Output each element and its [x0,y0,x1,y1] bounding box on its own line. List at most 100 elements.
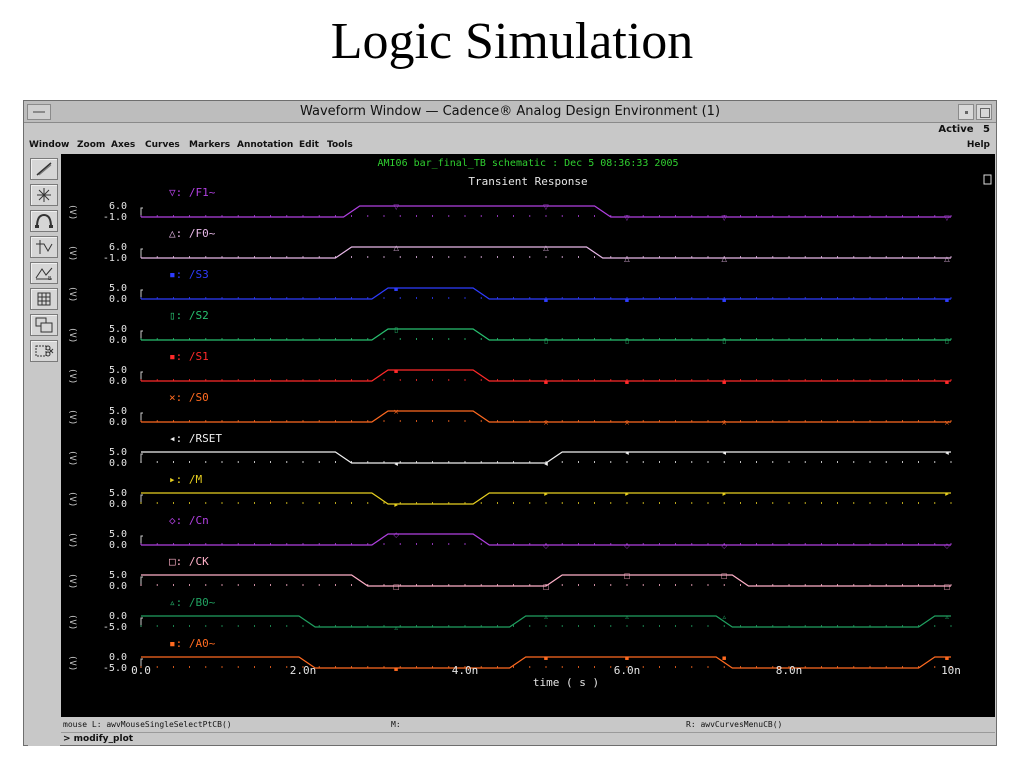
trace-name[interactable]: ▸: /M [169,473,202,486]
trace-marker[interactable]: ▪ [394,285,399,293]
menu-zoom[interactable]: Zoom [77,140,106,150]
trace-waveform[interactable] [141,287,951,300]
trace-marker[interactable]: □ [543,583,550,591]
trace-waveform[interactable] [141,205,951,218]
trace-marker[interactable]: ▸ [544,490,548,498]
ac-icon[interactable]: B [30,262,58,284]
command-line[interactable]: > modify_plot [61,732,995,745]
trace-waveform[interactable] [141,369,951,382]
trace-marker[interactable]: ◇ [543,542,549,550]
trace-marker[interactable]: ▪ [544,654,549,662]
trace-f1[interactable]: (V) 6.0-1.0 ▽: /F1~ ▽ ▽ ▽ ▽ ▽ [67,186,952,223]
menu-edit[interactable]: Edit [299,140,319,150]
draw-icon[interactable] [30,158,58,180]
trace-marker[interactable]: ◇ [624,542,630,550]
trace-name[interactable]: ◇: /Cn [169,514,209,527]
trace-marker[interactable]: ◇ [722,542,728,550]
trace-f0[interactable]: (V) 6.0-1.0 △: /F0~ △ △ △ △ △ [67,227,952,264]
menu-window[interactable]: Window [29,140,70,150]
trace-marker[interactable]: ▸ [625,490,629,498]
trace-name[interactable]: ▪: /A0~ [169,637,216,650]
trace-marker[interactable]: ▯ [722,337,726,345]
scissors-icon[interactable] [30,340,58,362]
trace-marker[interactable]: ◂ [722,449,726,457]
trace-waveform[interactable] [141,492,951,505]
trace-marker[interactable]: ▪ [945,296,950,304]
trace-b0[interactable]: (V) 0.0-5.0 ▵: /B0~ ▵ ▵ ▵ ▵ ▵ [67,596,952,633]
trace-marker[interactable]: ▪ [394,367,399,375]
trace-s3[interactable]: (V) 5.00.0 ▪: /S3 ▪ ▪ ▪ ▪ ▪ [67,268,952,305]
trace-marker[interactable]: □ [944,583,951,591]
window-titlebar[interactable]: Waveform Window — Cadence® Analog Design… [24,101,996,123]
trace-s0[interactable]: (V) 5.00.0 ×: /S0 × × × × × [67,391,952,428]
trace-name[interactable]: ▵: /B0~ [169,596,216,609]
trace-ck[interactable]: (V) 5.00.0 □: /CK □ □ □ □ □ [67,555,952,592]
trace-marker[interactable]: △ [944,255,950,263]
trace-s1[interactable]: (V) 5.00.0 ▪: /S1 ▪ ▪ ▪ ▪ ▪ [67,350,952,387]
trace-name[interactable]: ▪: /S3 [169,268,209,281]
trace-marker[interactable]: ▪ [722,378,727,386]
trace-marker[interactable]: ◂ [544,460,548,468]
trace-name[interactable]: ▯: /S2 [169,309,209,322]
trace-marker[interactable]: ▵ [625,613,629,621]
trace-waveform[interactable] [141,410,951,423]
trace-name[interactable]: ×: /S0 [169,391,209,404]
trace-marker[interactable]: ▪ [625,296,630,304]
trace-marker[interactable]: ▽ [722,214,728,222]
menu-axes[interactable]: Axes [111,140,136,150]
trace-marker[interactable]: ▵ [544,613,548,621]
trace-marker[interactable]: ▽ [393,203,399,211]
trace-marker[interactable]: △ [722,255,728,263]
plot-corner-icon[interactable] [983,174,992,185]
trace-cn[interactable]: (V) 5.00.0 ◇: /Cn ◇ ◇ ◇ ◇ ◇ [67,514,952,551]
trace-marker[interactable]: ▪ [625,378,630,386]
trace-marker[interactable]: ▪ [945,654,950,662]
trace-marker[interactable]: ▯ [394,326,398,334]
menu-curves[interactable]: Curves [145,140,180,150]
trace-marker[interactable]: ▪ [722,654,727,662]
trace-waveform[interactable] [141,656,951,669]
trace-marker[interactable]: ◂ [945,449,949,457]
trace-marker[interactable]: × [624,419,630,427]
menu-tools[interactable]: Tools [327,140,353,150]
trace-marker[interactable]: △ [624,255,630,263]
window-menu-icon[interactable] [27,104,51,120]
trace-marker[interactable]: □ [721,572,728,580]
trace-marker[interactable]: ▽ [624,214,630,222]
trace-marker[interactable]: × [543,419,549,427]
maximize-icon[interactable] [976,104,992,120]
trace-marker[interactable]: ▸ [394,501,398,509]
trace-name[interactable]: ◂: /RSET [169,432,222,445]
trace-name[interactable]: △: /F0~ [169,227,216,240]
trace-marker[interactable]: ▪ [722,296,727,304]
menu-help[interactable]: Help [966,140,990,150]
trace-marker[interactable]: ▵ [394,624,398,632]
waveform-plot-area[interactable]: AMI06 bar_final_TB schematic : Dec 5 08:… [61,154,995,717]
calculator-icon[interactable] [30,288,58,310]
trace-marker[interactable]: ▵ [945,613,949,621]
transient-icon[interactable] [30,236,58,258]
trace-marker[interactable]: ▽ [944,214,950,222]
trace-marker[interactable]: □ [393,583,400,591]
trace-marker[interactable]: ◂ [625,449,629,457]
trace-marker[interactable]: ▪ [945,378,950,386]
menu-annotation[interactable]: Annotation [237,140,294,150]
minimize-icon[interactable] [958,104,974,120]
trace-marker[interactable]: ◂ [394,460,398,468]
trace-marker[interactable]: ▽ [543,203,549,211]
trace-name[interactable]: □: /CK [169,555,209,568]
trace-marker[interactable]: △ [393,244,399,252]
trace-marker[interactable]: ▪ [625,654,630,662]
trace-marker[interactable]: ▪ [394,665,399,673]
trace-marker[interactable]: ▪ [544,296,549,304]
trace-marker[interactable]: × [944,419,950,427]
menu-markers[interactable]: Markers [189,140,231,150]
trace-waveform[interactable] [141,615,951,628]
trace-marker[interactable]: ◇ [393,531,399,539]
trace-name[interactable]: ▪: /S1 [169,350,209,363]
trace-name[interactable]: ▽: /F1~ [169,186,216,199]
trace-rset[interactable]: (V) 5.00.0 ◂: /RSET ◂ ◂ ◂ ◂ ◂ [67,432,952,469]
trace-marker[interactable]: ▯ [945,337,949,345]
waveform-chart[interactable]: AMI06 bar_final_TB schematic : Dec 5 08:… [61,154,995,717]
trace-marker[interactable]: ▸ [945,490,949,498]
